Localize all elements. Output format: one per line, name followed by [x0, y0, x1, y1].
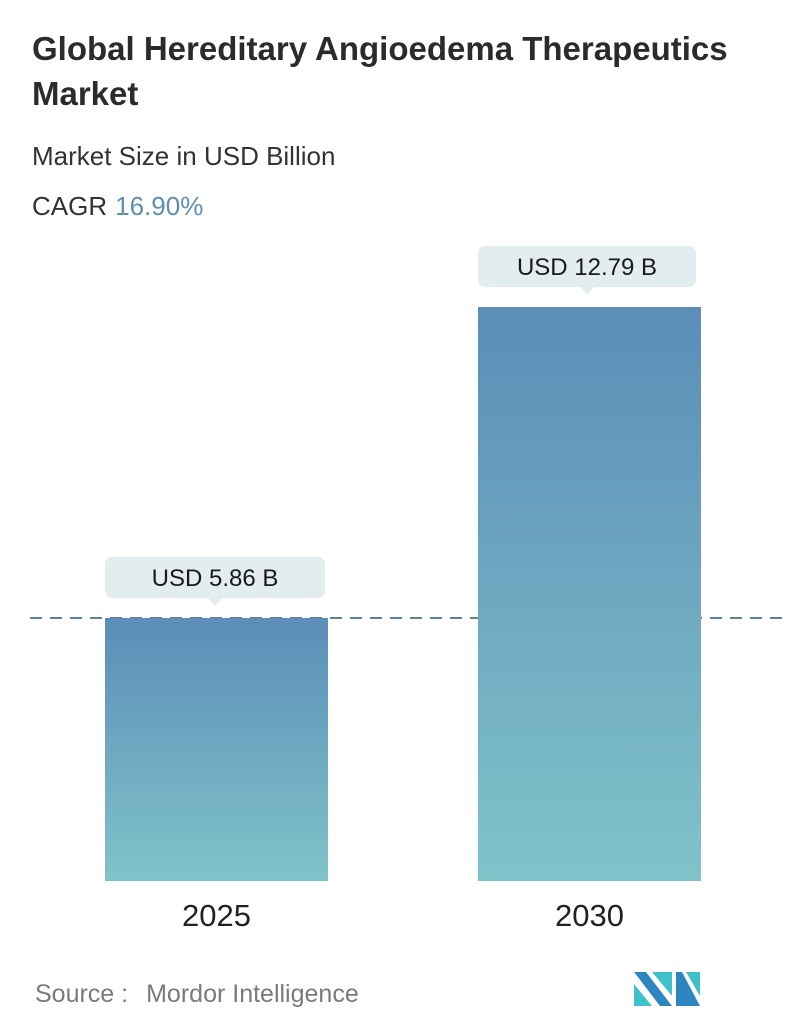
chart-title: Global Hereditary Angioedema Therapeutic…: [32, 30, 728, 112]
data-label-2025: USD 5.86 B: [105, 557, 325, 607]
data-label-bubble: [105, 557, 325, 599]
source: Source : Mordor Intelligence: [35, 980, 359, 1009]
data-label-2030: USD 12.79 B: [478, 246, 696, 295]
cagr-label: CAGR: [32, 191, 108, 221]
source-label: Source :: [35, 980, 129, 1008]
chart-subtitle: Market Size in USD Billion: [32, 141, 336, 171]
cagr-value: 16.90%: [115, 191, 204, 221]
source-value: Mordor Intelligence: [146, 980, 359, 1008]
x-tick-label: 2030: [555, 898, 624, 933]
mordor-intelligence-logo: [634, 972, 700, 1006]
data-label-pointer: [208, 598, 222, 607]
data-label-text: USD 5.86 B: [152, 565, 279, 592]
data-label-text: USD 12.79 B: [517, 254, 657, 281]
bar-2030: [478, 307, 701, 881]
data-label-bubble: [478, 246, 696, 287]
cagr: CAGR 16.90%: [32, 191, 203, 222]
bar-2025: [105, 618, 328, 881]
data-label-pointer: [580, 287, 594, 295]
x-tick-label: 2025: [182, 898, 251, 933]
